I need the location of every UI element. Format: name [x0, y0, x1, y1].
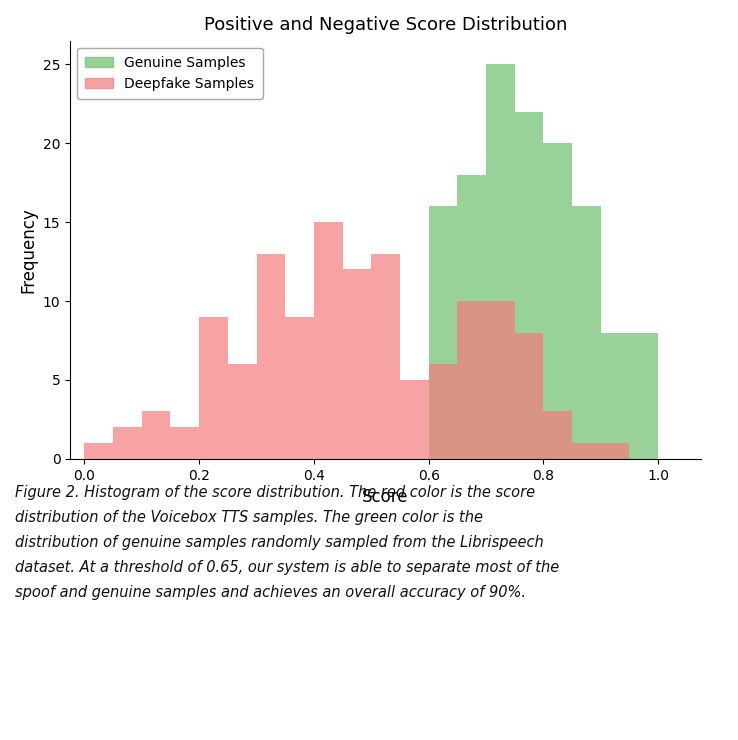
Bar	[514, 332, 543, 459]
Bar	[257, 254, 285, 459]
Bar	[514, 112, 543, 459]
Bar	[630, 332, 658, 459]
Y-axis label: Frequency: Frequency	[19, 207, 37, 292]
Bar	[543, 144, 572, 459]
Bar	[458, 175, 486, 459]
Bar	[342, 269, 371, 459]
Bar	[170, 427, 199, 459]
Bar	[572, 443, 601, 459]
Bar	[371, 254, 400, 459]
Text: Figure 2. Histogram of the score distribution. The red color is the score
distri: Figure 2. Histogram of the score distrib…	[15, 485, 559, 600]
Bar	[601, 332, 630, 459]
Bar	[429, 364, 458, 459]
Bar	[486, 301, 514, 459]
Bar	[543, 411, 572, 459]
Bar	[285, 317, 314, 459]
Legend: Genuine Samples, Deepfake Samples: Genuine Samples, Deepfake Samples	[77, 47, 263, 99]
Bar	[458, 301, 486, 459]
Bar	[486, 64, 514, 459]
Bar	[228, 364, 257, 459]
Bar	[84, 443, 113, 459]
Bar	[601, 443, 630, 459]
Bar	[113, 427, 142, 459]
Bar	[572, 206, 601, 459]
Bar	[314, 222, 342, 459]
Bar	[429, 206, 458, 459]
Bar	[400, 380, 429, 459]
Title: Positive and Negative Score Distribution: Positive and Negative Score Distribution	[204, 16, 568, 33]
X-axis label: Score: Score	[362, 488, 409, 506]
Bar	[142, 411, 170, 459]
Bar	[199, 317, 228, 459]
